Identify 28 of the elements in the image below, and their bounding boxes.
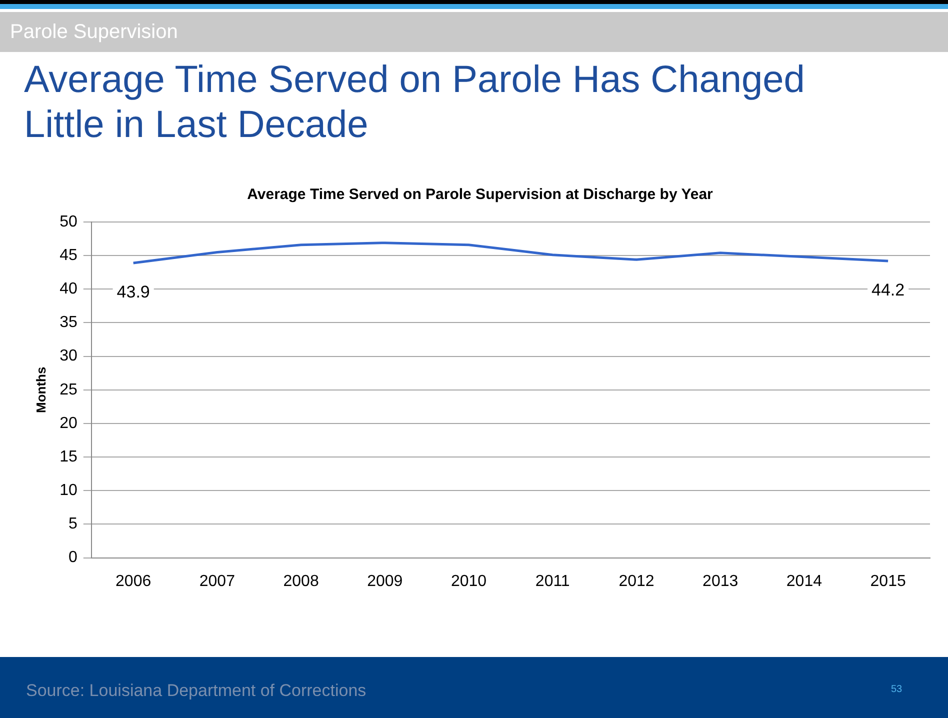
- chart-subtitle: Average Time Served on Parole Supervision at Discharge by Year: [247, 186, 714, 204]
- y-tick-label: 45: [60, 246, 78, 264]
- y-tick-label: 35: [60, 314, 78, 332]
- data-label: 44.2: [872, 280, 905, 300]
- chart-title: Average Time Served on Parole Has Changed Little in Last Decade: [24, 58, 806, 148]
- x-tick-label: 2008: [283, 572, 319, 590]
- x-tick-label: 2006: [116, 572, 152, 590]
- x-tick-label: 2015: [870, 572, 906, 590]
- data-label: 43.9: [116, 282, 150, 302]
- x-tick-label: 2011: [535, 572, 570, 590]
- y-tick-label: 10: [60, 482, 78, 500]
- y-tick-label: 15: [60, 448, 78, 466]
- y-tick-label: 30: [60, 348, 78, 365]
- y-tick-label: 5: [68, 516, 78, 533]
- y-tick-label: 40: [60, 280, 78, 298]
- text: 53: [891, 684, 902, 695]
- y-tick-label: 0: [68, 549, 78, 566]
- x-tick-label: 2009: [367, 572, 403, 590]
- y-tick-label: 25: [60, 381, 78, 398]
- x-tick-label: 2014: [786, 572, 822, 590]
- y-tick-label: 20: [60, 414, 78, 432]
- y-tick-label: 50: [60, 213, 78, 230]
- x-tick-label: 2013: [702, 572, 738, 590]
- y-axis-title: Months: [33, 366, 48, 414]
- x-tick-label: 2010: [450, 572, 487, 590]
- source-note: Source: Louisiana Department of Corrections: [26, 681, 366, 701]
- x-tick-label: 2007: [199, 572, 236, 590]
- x-tick-label: 2012: [618, 572, 654, 590]
